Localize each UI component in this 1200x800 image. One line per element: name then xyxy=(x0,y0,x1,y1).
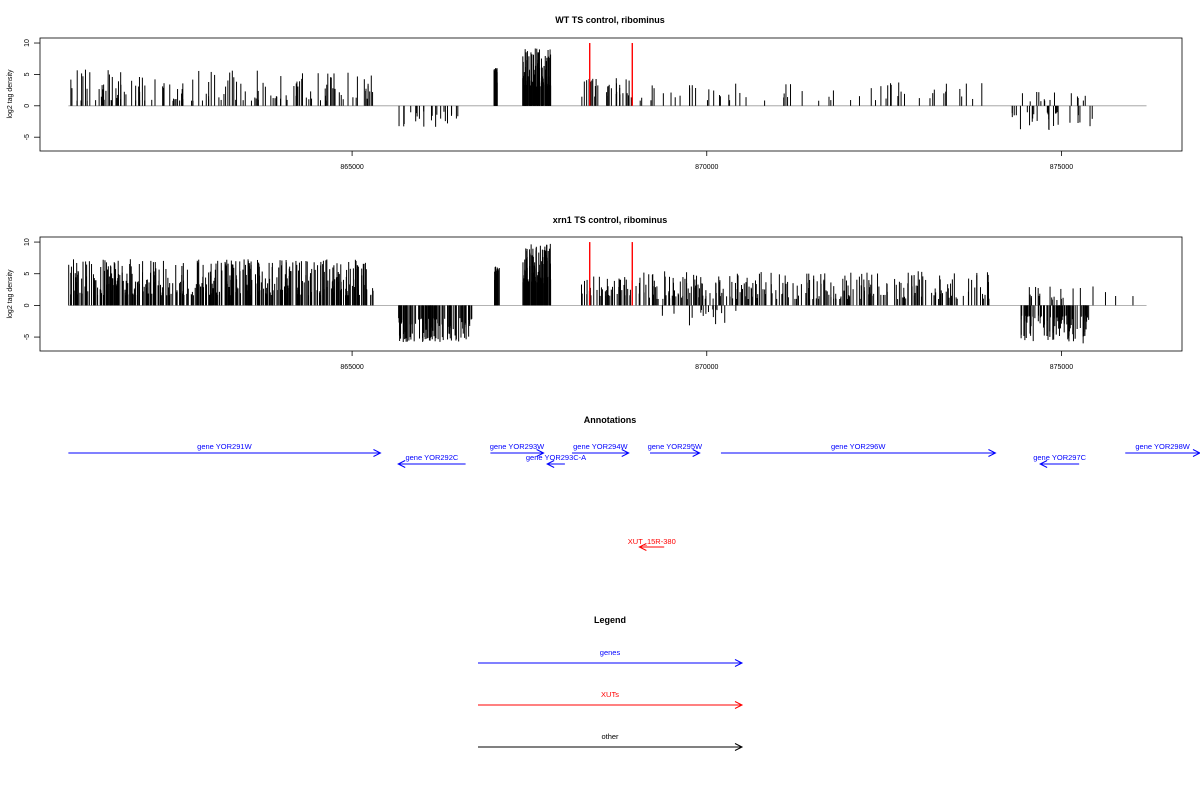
x-tick-label: 875000 xyxy=(1050,364,1073,371)
gene-label: gene YOR291W xyxy=(197,442,252,451)
gene-label: gene YOR294W xyxy=(573,442,628,451)
gene-arrow xyxy=(1125,449,1200,457)
legend-arrow xyxy=(478,659,744,667)
xrn1-track-panel: xrn1 TS control, ribominus log2 tag dens… xyxy=(7,215,1183,371)
gene-label: gene YOR298W xyxy=(1135,442,1190,451)
x-tick-label: 875000 xyxy=(1050,164,1073,171)
wt-track-title: WT TS control, ribominus xyxy=(555,15,665,25)
gene-label: gene YOR295W xyxy=(648,442,703,451)
gene-annotations: gene YOR291W gene YOR292C gene YOR293W gene… xyxy=(68,442,1200,468)
y-tick-label: 0 xyxy=(24,104,31,108)
gene-arrow xyxy=(650,449,701,457)
xut-annotations: XUT_15R-380 xyxy=(628,537,676,551)
x-tick-label: 865000 xyxy=(340,364,363,371)
y-tick-label: -5 xyxy=(24,134,31,140)
xrn1-axes: -5 0 5 10 865000 870000 875000 xyxy=(24,238,1073,371)
wt-track-panel: WT TS control, ribominus log2 tag densit… xyxy=(7,15,1183,171)
legend-item-label: other xyxy=(601,732,619,741)
wt-plot-frame xyxy=(39,37,1183,152)
gene-label: gene YOR293W xyxy=(490,442,545,451)
gene-label: gene YOR296W xyxy=(831,442,886,451)
gene-arrow xyxy=(571,449,630,457)
xrn1-bars xyxy=(68,242,1147,344)
gene-label: gene YOR293C-A xyxy=(526,453,586,462)
gene-arrow xyxy=(68,449,382,457)
x-tick-label: 870000 xyxy=(695,364,718,371)
xut-arrow xyxy=(638,543,665,551)
legend: Legend genes XUTs other xyxy=(478,615,744,751)
y-tick-label: 5 xyxy=(24,72,31,76)
xrn1-y-axis-label: log2 tag density xyxy=(7,269,14,319)
x-tick-label: 865000 xyxy=(340,164,363,171)
y-tick-label: 10 xyxy=(24,39,31,47)
gene-arrow xyxy=(397,460,466,468)
gene-arrow xyxy=(490,449,545,457)
xut-label: XUT_15R-380 xyxy=(628,537,676,546)
gene-label: gene YOR297C xyxy=(1033,453,1086,462)
gene-arrow xyxy=(546,460,565,468)
y-tick-label: 0 xyxy=(24,303,31,307)
legend-arrow xyxy=(478,743,744,751)
legend-items: genes XUTs other xyxy=(478,648,744,751)
x-tick-label: 870000 xyxy=(695,164,718,171)
xrn1-track-title: xrn1 TS control, ribominus xyxy=(553,215,668,225)
xrn1-plot-frame xyxy=(39,236,1183,352)
y-tick-label: -5 xyxy=(24,334,31,340)
gene-arrow xyxy=(1039,460,1080,468)
y-tick-label: 10 xyxy=(24,238,31,246)
y-tick-label: 5 xyxy=(24,272,31,276)
legend-title: Legend xyxy=(594,615,626,625)
legend-item-label: genes xyxy=(600,648,621,657)
wt-bars xyxy=(68,43,1147,130)
legend-arrow xyxy=(478,701,744,709)
legend-item-label: XUTs xyxy=(601,690,619,699)
wt-axes: -5 0 5 10 865000 870000 875000 xyxy=(24,39,1073,171)
gene-arrow xyxy=(720,449,997,457)
wt-y-axis-label: log2 tag density xyxy=(7,69,14,119)
gene-label: gene YOR292C xyxy=(405,453,458,462)
annotations-title: Annotations xyxy=(584,415,637,425)
